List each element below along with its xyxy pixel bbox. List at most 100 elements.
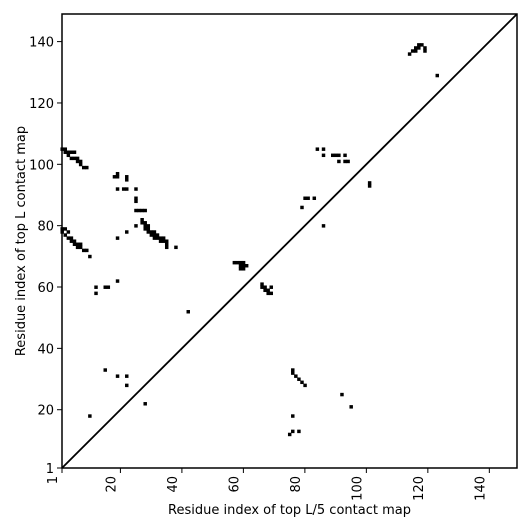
contact-cell-lower (337, 153, 341, 158)
contact-cell-lower (125, 383, 129, 388)
x-tick-label: 120 (412, 476, 427, 501)
contact-cell-upper (85, 248, 89, 253)
contact-cell-upper (69, 239, 74, 243)
contact-cell-upper (81, 248, 86, 253)
contact-cell-upper (146, 224, 151, 228)
contact-cell-lower (417, 46, 421, 50)
contact-cell-upper (140, 221, 144, 225)
contact-cell-lower (423, 49, 427, 53)
plot-frame (61, 13, 518, 469)
contact-cell-lower (321, 147, 326, 151)
contact-cell-upper (158, 236, 163, 240)
contact-cell-lower (263, 285, 267, 289)
x-tick-label: 80 (289, 476, 304, 493)
contact-cell-upper (149, 230, 154, 234)
contact-cell-upper (146, 227, 151, 231)
contact-cell-upper (115, 171, 120, 176)
contact-cell-lower (266, 291, 270, 296)
contact-cell-upper (66, 230, 71, 234)
contact-cell-lower (414, 46, 418, 50)
contact-cell-upper (75, 156, 80, 161)
contact-cell-lower (103, 368, 107, 372)
contact-cell-upper (63, 147, 68, 151)
contact-cell-lower (291, 371, 295, 375)
contact-cell-upper (146, 230, 151, 234)
contact-cell-upper (81, 165, 86, 170)
contact-cell-lower (303, 383, 307, 388)
contact-cell-lower (241, 264, 246, 268)
contact-cell-upper (75, 245, 80, 250)
contact-cell-lower (303, 196, 307, 200)
contact-cell-lower (238, 260, 243, 265)
contact-cell-lower (88, 414, 92, 418)
contact-cell-upper (125, 230, 129, 234)
contact-cell-lower (269, 285, 273, 289)
contact-cell-lower (235, 260, 240, 265)
x-tick-label: 60 (227, 476, 242, 493)
contact-cell-upper (69, 156, 74, 161)
contact-cell-lower (291, 429, 295, 434)
contact-cell-lower (343, 153, 347, 158)
y-tick-label: 1 (46, 462, 54, 477)
contact-cell-upper (143, 221, 147, 225)
contact-cell-lower (343, 159, 347, 164)
contact-cell-upper (72, 150, 77, 154)
contact-cell-upper (137, 208, 141, 213)
contact-cell-upper (66, 150, 71, 154)
contact-cell-upper (134, 224, 138, 228)
diagonal-line (61, 13, 518, 469)
contact-cell-lower (420, 43, 424, 47)
contact-cell-lower (407, 52, 412, 56)
x-tick-label: 40 (166, 476, 181, 493)
contact-cell-upper (143, 227, 147, 231)
contact-cell-lower (103, 285, 107, 289)
contact-cell-upper (140, 217, 144, 222)
y-axis-label: Residue index of top L contact map (14, 126, 29, 356)
contact-cell-lower (300, 205, 304, 210)
contact-cell-lower (417, 43, 421, 47)
contact-cell-lower (266, 288, 270, 293)
contact-cell-upper (115, 175, 120, 179)
contact-cell-upper (115, 236, 120, 240)
y-tick-label: 60 (37, 281, 54, 296)
contact-cell-lower (238, 267, 243, 271)
contact-cell-upper (69, 236, 74, 240)
contact-cell-lower (321, 153, 326, 158)
contact-cell-lower (232, 260, 237, 265)
contact-cell-upper (125, 187, 129, 191)
contact-cell-upper (155, 233, 160, 237)
contact-cell-upper (140, 208, 144, 213)
contact-cell-lower (241, 267, 246, 271)
contact-cell-upper (75, 159, 80, 164)
contact-cell-lower (241, 260, 246, 265)
contact-cell-upper (112, 175, 117, 179)
x-tick-label: 140 (473, 476, 488, 501)
contact-cell-upper (125, 175, 129, 179)
contact-cell-lower (297, 429, 301, 434)
contact-cell-upper (134, 208, 138, 213)
contact-cell-lower (312, 196, 317, 200)
x-tick-label: 100 (350, 476, 365, 501)
contact-cell-lower (337, 159, 341, 164)
contact-cell-upper (63, 227, 68, 231)
contact-cell-upper (121, 187, 126, 191)
contact-cell-lower (125, 374, 129, 378)
contact-cell-lower (346, 159, 350, 164)
contact-cell-upper (63, 233, 68, 237)
contact-cell-upper (143, 208, 147, 213)
contact-cell-lower (334, 153, 338, 158)
contact-cell-lower (306, 196, 310, 200)
contact-cell-upper (158, 239, 163, 243)
y-tick-label: 100 (29, 158, 54, 173)
contact-cell-upper (164, 242, 169, 247)
contact-cell-lower (331, 153, 335, 158)
contact-cell-lower (186, 310, 190, 314)
contact-cell-upper (134, 196, 138, 200)
contact-cell-lower (410, 49, 415, 53)
contact-cell-lower (260, 285, 264, 289)
contact-cell-upper (78, 245, 83, 250)
contact-cell-upper (125, 178, 129, 182)
contact-cell-lower (94, 285, 98, 289)
